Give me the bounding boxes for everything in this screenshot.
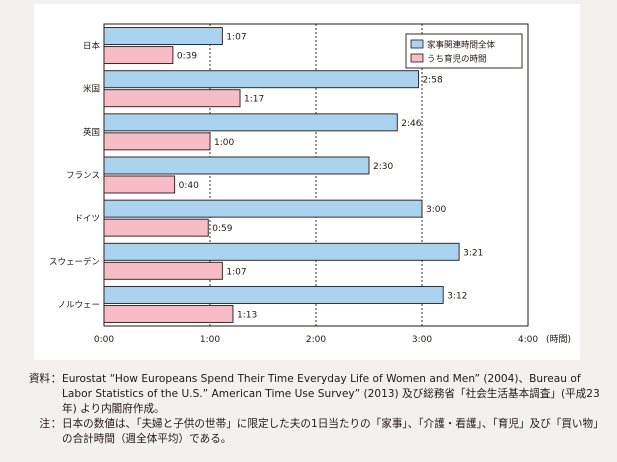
source-note-label: 資料	[28, 373, 50, 385]
footnote-text: 日本の数値は、「夫婦と子供の世帯」に限定した夫の1日当たりの「家事」、「介護・看…	[62, 418, 604, 445]
bar-childcare	[103, 261, 223, 280]
data-label-childcare: 1:13	[237, 310, 257, 320]
bar-childcare	[103, 175, 176, 194]
footnote: 注 ： 日本の数値は、「夫婦と子供の世帯」に限定した夫の1日当たりの「家事」、「…	[6, 417, 610, 447]
bar-childcare	[103, 132, 211, 151]
chart-panel: 0:00 1:00 2:00 3:00 4:00 (時間) 日本 1:07 0:39 米国 2:58…	[34, 4, 580, 360]
category-label: 日本	[83, 41, 101, 52]
bar-childcare	[103, 46, 174, 65]
bar-total-housework	[103, 70, 419, 89]
data-label-childcare: 0:40	[179, 181, 199, 191]
bar-chart: 0:00 1:00 2:00 3:00 4:00 (時間) 日本 1:07 0:39 米国 2:58…	[49, 23, 571, 345]
x-tick-label: 0:00	[94, 335, 114, 345]
bar-total-housework	[103, 242, 460, 261]
legend-swatch-childcare	[410, 53, 424, 63]
x-tick-label: 3:00	[412, 335, 432, 345]
data-label-total-housework: 3:21	[463, 248, 483, 258]
x-tick-label: 4:00	[518, 335, 538, 345]
x-tick-label: 1:00	[200, 335, 220, 345]
x-tick-label: 2:00	[306, 335, 326, 345]
data-label-childcare: 1:17	[244, 95, 264, 105]
data-label-total-housework: 2:30	[373, 162, 393, 172]
data-label-childcare: 1:07	[226, 267, 246, 277]
bar-total-housework	[103, 199, 423, 218]
data-label-childcare: 1:00	[214, 138, 234, 148]
bar-total-housework	[103, 156, 370, 175]
source-note-separator: ：	[50, 373, 62, 385]
bar-total-housework	[103, 27, 223, 46]
data-label-total-housework: 2:46	[401, 119, 421, 129]
footnote-separator: ：	[50, 418, 62, 430]
category-label: スウェーデン	[49, 256, 100, 267]
category-label: フランス	[66, 171, 100, 181]
category-label: ドイツ	[74, 214, 100, 224]
category-label: 米国	[83, 84, 100, 95]
notes: 資料 ： Eurostat “How Europeans Spend Their…	[6, 372, 610, 447]
category-label: 英国	[83, 127, 100, 138]
legend-label-total-housework: 家事関連時間全体	[427, 40, 496, 51]
bar-childcare	[103, 304, 234, 323]
data-label-total-housework: 3:12	[447, 291, 467, 301]
data-label-total-housework: 2:58	[422, 76, 442, 86]
bar-childcare	[103, 89, 241, 108]
x-axis-unit: (時間)	[546, 334, 571, 345]
footnote-label: 注	[39, 418, 50, 430]
legend-box	[405, 33, 523, 69]
bar-childcare	[103, 218, 209, 237]
data-label-childcare: 0:39	[177, 52, 197, 62]
legend-swatch-total-housework	[410, 39, 424, 49]
legend-label-childcare: うち育児の時間	[427, 54, 487, 65]
category-label: ノルウェー	[57, 300, 100, 310]
bar-total-housework	[103, 285, 444, 304]
data-label-total-housework: 1:07	[226, 33, 246, 43]
bar-total-housework	[103, 113, 398, 132]
source-note: 資料 ： Eurostat “How Europeans Spend Their…	[6, 372, 610, 417]
data-label-childcare: 0:59	[212, 224, 232, 234]
data-label-total-housework: 3:00	[426, 205, 446, 215]
source-note-text: Eurostat “How Europeans Spend Their Time…	[62, 373, 600, 415]
